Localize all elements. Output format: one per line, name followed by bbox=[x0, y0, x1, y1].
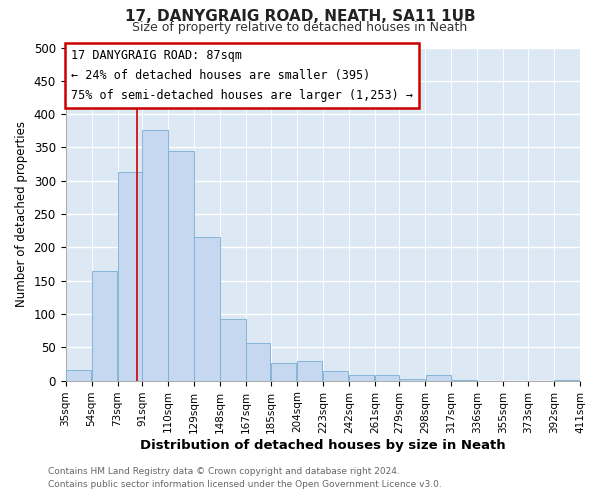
Bar bbox=[271, 362, 296, 380]
Bar bbox=[118, 172, 142, 380]
Bar bbox=[92, 270, 117, 380]
Bar bbox=[142, 130, 168, 380]
Bar bbox=[297, 362, 322, 380]
Text: Contains HM Land Registry data © Crown copyright and database right 2024.
Contai: Contains HM Land Registry data © Crown c… bbox=[48, 468, 442, 489]
Bar bbox=[426, 376, 451, 380]
Bar bbox=[66, 370, 91, 380]
Text: 17 DANYGRAIG ROAD: 87sqm
← 24% of detached houses are smaller (395)
75% of semi-: 17 DANYGRAIG ROAD: 87sqm ← 24% of detach… bbox=[71, 49, 413, 102]
Bar bbox=[323, 372, 349, 380]
X-axis label: Distribution of detached houses by size in Neath: Distribution of detached houses by size … bbox=[140, 440, 506, 452]
Bar bbox=[349, 374, 374, 380]
Bar bbox=[247, 344, 271, 380]
Bar bbox=[194, 238, 220, 380]
Bar bbox=[400, 378, 425, 380]
Text: Size of property relative to detached houses in Neath: Size of property relative to detached ho… bbox=[133, 21, 467, 34]
Bar bbox=[169, 151, 194, 380]
Bar bbox=[220, 318, 246, 380]
Text: 17, DANYGRAIG ROAD, NEATH, SA11 1UB: 17, DANYGRAIG ROAD, NEATH, SA11 1UB bbox=[125, 9, 475, 24]
Bar bbox=[375, 376, 399, 380]
Y-axis label: Number of detached properties: Number of detached properties bbox=[15, 121, 28, 307]
